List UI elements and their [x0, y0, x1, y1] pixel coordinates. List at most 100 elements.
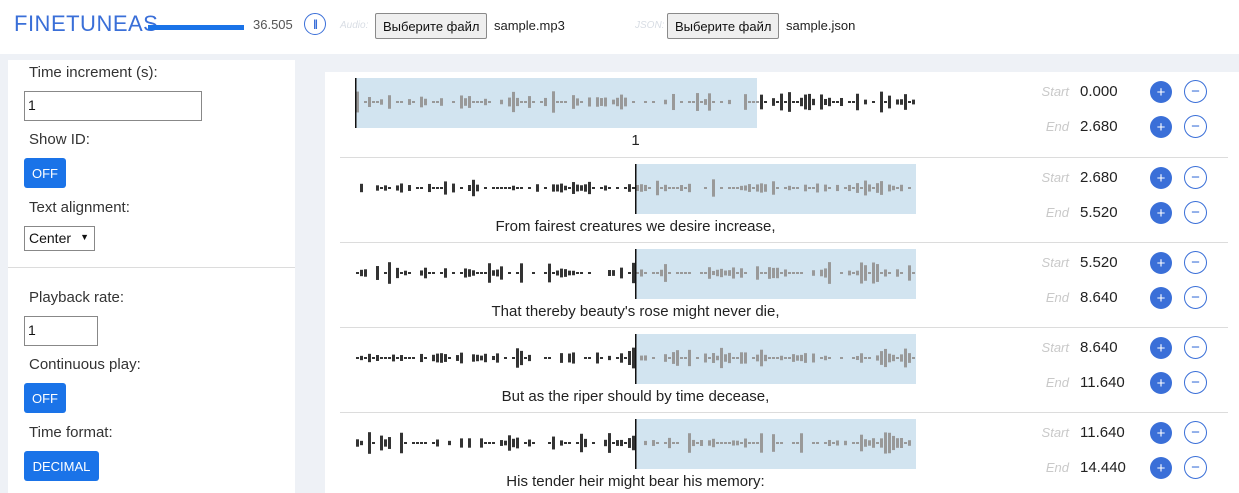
waveform-bar	[448, 440, 451, 446]
waveform-bar	[840, 357, 843, 359]
waveform-bar	[756, 266, 759, 280]
waveform-bar	[608, 433, 611, 453]
waveform-bar	[384, 357, 387, 359]
waveform-bar	[840, 272, 843, 274]
waveform-bar	[752, 101, 755, 103]
waveform-bar	[420, 187, 423, 189]
segment-text[interactable]: 1	[631, 132, 640, 149]
start-increment-button[interactable]: +	[1150, 81, 1172, 103]
end-increment-button[interactable]: +	[1150, 457, 1172, 479]
waveform-bar	[856, 270, 859, 276]
waveform-bar	[468, 269, 471, 277]
start-time[interactable]: 11.640	[1080, 424, 1125, 441]
segment-text[interactable]: From fairest creatures we desire increas…	[495, 218, 776, 235]
waveform-bar	[644, 355, 647, 361]
segment-waveform[interactable]	[340, 78, 916, 130]
waveform-bar	[776, 357, 779, 359]
end-decrement-button[interactable]: −	[1184, 201, 1207, 224]
waveform-bar	[500, 99, 503, 105]
show-id-toggle[interactable]: OFF	[24, 158, 66, 188]
waveform-bar	[420, 353, 423, 363]
playback-progress-bar[interactable]	[148, 25, 244, 30]
text-alignment-label: Text alignment:	[29, 199, 130, 216]
end-decrement-button[interactable]: −	[1184, 286, 1207, 309]
waveform-bar	[856, 355, 859, 361]
end-increment-button[interactable]: +	[1150, 202, 1172, 224]
waveform-bar	[732, 440, 735, 446]
waveform-bar	[480, 438, 483, 448]
waveform-bar	[824, 355, 827, 361]
waveform-bar	[848, 184, 851, 192]
start-time[interactable]: 0.000	[1080, 83, 1118, 100]
waveform-bar	[828, 357, 831, 359]
waveform-bar	[704, 353, 707, 363]
pause-button[interactable]: ||	[304, 13, 326, 35]
start-decrement-button[interactable]: −	[1184, 80, 1207, 103]
segment-text[interactable]: That thereby beauty's rose might never d…	[491, 303, 780, 320]
end-time[interactable]: 2.680	[1080, 118, 1118, 135]
start-decrement-button[interactable]: −	[1184, 251, 1207, 274]
waveform-bar	[860, 187, 863, 189]
waveform-bar	[444, 354, 447, 362]
waveform-bar	[728, 99, 731, 105]
segment-text[interactable]: His tender heir might bear his memory:	[506, 473, 765, 490]
segment-text[interactable]: But as the riper should by time decease,	[501, 388, 770, 405]
end-decrement-button[interactable]: −	[1184, 115, 1207, 138]
waveform-bar	[912, 357, 915, 359]
end-label: End	[1045, 119, 1069, 134]
waveform-bar	[812, 270, 815, 276]
continuous-play-toggle[interactable]: OFF	[24, 383, 66, 413]
end-time[interactable]: 11.640	[1080, 374, 1125, 391]
end-time[interactable]: 14.440	[1080, 459, 1126, 476]
waveform-bar	[532, 442, 535, 444]
waveform-bar	[680, 185, 683, 191]
end-increment-button[interactable]: +	[1150, 287, 1172, 309]
start-decrement-button[interactable]: −	[1184, 421, 1207, 444]
waveform-bar	[592, 442, 595, 444]
waveform-bar	[408, 99, 411, 105]
sidebar-divider	[8, 267, 295, 268]
start-increment-button[interactable]: +	[1150, 422, 1172, 444]
waveform-bar	[580, 185, 583, 191]
start-time[interactable]: 2.680	[1080, 169, 1118, 186]
segment-waveform[interactable]	[340, 419, 916, 471]
start-increment-button[interactable]: +	[1150, 167, 1172, 189]
waveform-bar	[828, 187, 831, 189]
waveform-bar	[892, 435, 895, 451]
start-decrement-button[interactable]: −	[1184, 336, 1207, 359]
end-decrement-button[interactable]: −	[1184, 456, 1207, 479]
end-time[interactable]: 8.640	[1080, 289, 1118, 306]
end-time[interactable]: 5.520	[1080, 204, 1118, 221]
playback-rate-input[interactable]: 1	[24, 316, 98, 346]
waveform-bar	[452, 101, 455, 103]
waveform-bar	[592, 187, 595, 189]
segment-waveform[interactable]	[340, 334, 916, 386]
waveform-bar	[864, 439, 867, 447]
waveform-bar	[500, 187, 503, 189]
waveform-bar	[604, 439, 607, 447]
waveform-bar	[496, 353, 499, 363]
waveform-bar	[832, 442, 835, 444]
waveform-bar	[640, 355, 643, 361]
end-increment-button[interactable]: +	[1150, 116, 1172, 138]
waveform-bar	[676, 442, 679, 444]
audio-file-button[interactable]: Выберите файл	[375, 13, 488, 39]
segment-waveform[interactable]	[340, 164, 916, 216]
start-increment-button[interactable]: +	[1150, 337, 1172, 359]
waveform-bar	[480, 272, 483, 274]
start-decrement-button[interactable]: −	[1184, 166, 1207, 189]
waveform-bar	[492, 187, 495, 189]
waveform-bar	[900, 272, 903, 274]
waveform-bar	[708, 357, 711, 359]
end-increment-button[interactable]: +	[1150, 372, 1172, 394]
start-increment-button[interactable]: +	[1150, 252, 1172, 274]
start-time[interactable]: 8.640	[1080, 339, 1118, 356]
time-format-toggle[interactable]: DECIMAL	[24, 451, 99, 481]
waveform-bar	[856, 183, 859, 193]
segment-waveform[interactable]	[340, 249, 916, 301]
time-increment-input[interactable]: 1	[24, 91, 202, 121]
text-alignment-select[interactable]: Center ▼	[24, 226, 95, 251]
start-time[interactable]: 5.520	[1080, 254, 1118, 271]
json-file-button[interactable]: Выберите файл	[667, 13, 780, 39]
end-decrement-button[interactable]: −	[1184, 371, 1207, 394]
